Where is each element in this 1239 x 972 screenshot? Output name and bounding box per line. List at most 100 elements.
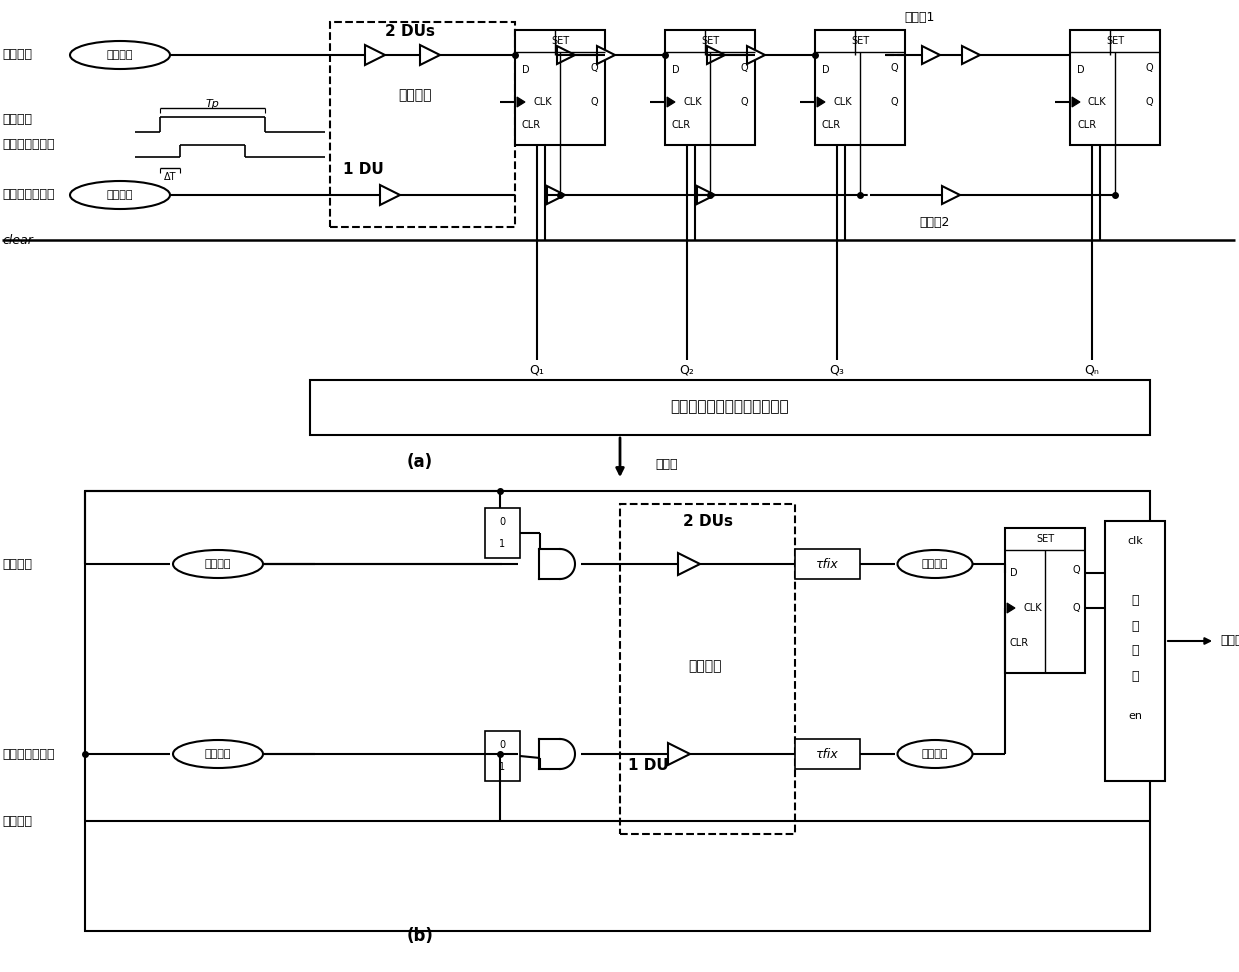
Text: CLR: CLR xyxy=(522,120,541,130)
Text: SET: SET xyxy=(1106,36,1124,46)
Text: Tp: Tp xyxy=(206,99,219,109)
Bar xyxy=(795,549,860,579)
Text: 脉冲整形: 脉冲整形 xyxy=(107,190,134,200)
Text: Q₁: Q₁ xyxy=(529,364,544,376)
Polygon shape xyxy=(942,186,960,204)
Text: D: D xyxy=(1077,65,1084,75)
Text: 细: 细 xyxy=(1131,595,1139,608)
Ellipse shape xyxy=(897,740,973,768)
Ellipse shape xyxy=(69,181,170,209)
Text: 2 DUs: 2 DUs xyxy=(683,513,733,529)
Text: 粗计数时钟信号: 粗计数时钟信号 xyxy=(2,138,55,152)
Text: Q: Q xyxy=(1145,63,1154,73)
Text: 延时单元: 延时单元 xyxy=(688,659,722,673)
Text: 进位链1: 进位链1 xyxy=(904,12,935,24)
Text: 0: 0 xyxy=(499,740,506,750)
Ellipse shape xyxy=(69,41,170,69)
Text: SET: SET xyxy=(851,36,869,46)
Text: 1: 1 xyxy=(499,539,506,549)
Text: CLK: CLK xyxy=(683,97,701,107)
Bar xyxy=(665,30,755,145)
Text: 细计数: 细计数 xyxy=(655,459,678,471)
Text: 粗计数时钟信号: 粗计数时钟信号 xyxy=(2,747,55,760)
Text: clear: clear xyxy=(2,233,33,247)
Text: Q̄: Q̄ xyxy=(1145,97,1154,107)
Text: CLR: CLR xyxy=(672,120,691,130)
Text: 延时单元: 延时单元 xyxy=(398,88,431,102)
Text: 0: 0 xyxy=(499,517,506,527)
Text: Q₂: Q₂ xyxy=(679,364,694,376)
Text: CLK: CLK xyxy=(1023,603,1042,613)
Text: D: D xyxy=(1010,568,1017,578)
Text: 进位链2: 进位链2 xyxy=(919,216,950,228)
Text: 清空信号: 清空信号 xyxy=(2,815,32,827)
Text: 2 DUs: 2 DUs xyxy=(385,24,435,40)
Text: SET: SET xyxy=(1036,534,1054,544)
Bar xyxy=(795,739,860,769)
Bar xyxy=(484,508,520,558)
Polygon shape xyxy=(597,46,615,64)
Text: 被测信号: 被测信号 xyxy=(2,558,32,571)
Polygon shape xyxy=(667,97,675,107)
Text: CLR: CLR xyxy=(821,120,841,130)
Text: Q̄: Q̄ xyxy=(1073,603,1080,613)
Polygon shape xyxy=(366,45,385,65)
Polygon shape xyxy=(1072,97,1080,107)
Text: 粗计数时钟信号: 粗计数时钟信号 xyxy=(2,189,55,201)
Bar xyxy=(484,731,520,781)
Text: Q₃: Q₃ xyxy=(830,364,845,376)
Bar xyxy=(815,30,904,145)
Text: clk: clk xyxy=(1127,536,1142,546)
Text: CLR: CLR xyxy=(1077,120,1097,130)
Text: Q: Q xyxy=(590,63,598,73)
Text: τfix: τfix xyxy=(815,747,839,760)
Text: 1 DU: 1 DU xyxy=(343,162,383,178)
Text: en: en xyxy=(1127,711,1142,721)
Text: 1: 1 xyxy=(499,762,506,772)
Bar xyxy=(620,504,795,834)
Text: (b): (b) xyxy=(406,927,434,945)
Polygon shape xyxy=(668,743,690,765)
Text: 脉冲整形: 脉冲整形 xyxy=(922,559,948,569)
Text: τfix: τfix xyxy=(815,558,839,571)
Text: 被测信号: 被测信号 xyxy=(2,114,32,126)
Ellipse shape xyxy=(173,550,263,578)
Text: D: D xyxy=(672,65,680,75)
Polygon shape xyxy=(380,185,400,205)
Text: 温度码到二进制码的编码模块: 温度码到二进制码的编码模块 xyxy=(670,399,789,414)
Text: 脉冲整形: 脉冲整形 xyxy=(107,50,134,60)
Text: CLK: CLK xyxy=(1088,97,1106,107)
Text: 脉冲整形: 脉冲整形 xyxy=(204,559,232,569)
Text: D: D xyxy=(821,65,830,75)
Text: 被测信号: 被测信号 xyxy=(2,49,32,61)
Text: SET: SET xyxy=(701,36,719,46)
Bar xyxy=(1005,528,1085,673)
Bar xyxy=(515,30,605,145)
Ellipse shape xyxy=(897,550,973,578)
Text: 脉冲整形: 脉冲整形 xyxy=(922,749,948,759)
Polygon shape xyxy=(517,97,525,107)
Bar xyxy=(1105,521,1165,781)
Text: 细计数值: 细计数值 xyxy=(1220,635,1239,647)
Text: ΔT: ΔT xyxy=(164,172,176,182)
Text: Qₙ: Qₙ xyxy=(1084,364,1099,376)
Polygon shape xyxy=(922,46,940,64)
Text: 数: 数 xyxy=(1131,644,1139,657)
Text: CLR: CLR xyxy=(1010,638,1030,648)
Text: 器: 器 xyxy=(1131,670,1139,682)
Polygon shape xyxy=(747,46,764,64)
Polygon shape xyxy=(698,186,715,204)
Polygon shape xyxy=(961,46,980,64)
Text: Q̄: Q̄ xyxy=(741,97,748,107)
Text: Q̄: Q̄ xyxy=(590,97,598,107)
Text: 计: 计 xyxy=(1131,619,1139,633)
Text: CLK: CLK xyxy=(533,97,551,107)
Bar xyxy=(330,22,515,227)
Text: (a): (a) xyxy=(406,453,434,471)
Bar xyxy=(85,491,1150,931)
Text: 脉冲整形: 脉冲整形 xyxy=(204,749,232,759)
Text: Q: Q xyxy=(741,63,748,73)
Polygon shape xyxy=(420,45,440,65)
Text: Q: Q xyxy=(891,63,898,73)
Text: SET: SET xyxy=(551,36,569,46)
